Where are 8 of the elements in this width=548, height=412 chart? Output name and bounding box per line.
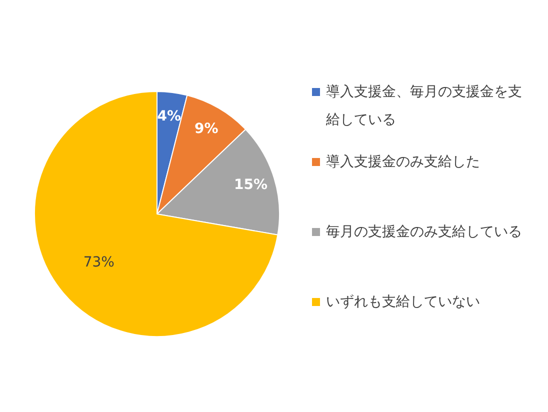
legend-label: 導入支援金、毎月の支援金を支給している: [326, 83, 522, 130]
data-label: 15%: [234, 177, 268, 194]
legend-label: いずれも支給していない: [326, 293, 480, 312]
legend-label: 導入支援金のみ支給した: [326, 153, 480, 172]
data-label: 4%: [157, 108, 182, 124]
data-label: 73%: [83, 254, 114, 271]
data-label: 9%: [194, 121, 218, 138]
legend-label: 毎月の支援金のみ支給している: [326, 223, 522, 242]
